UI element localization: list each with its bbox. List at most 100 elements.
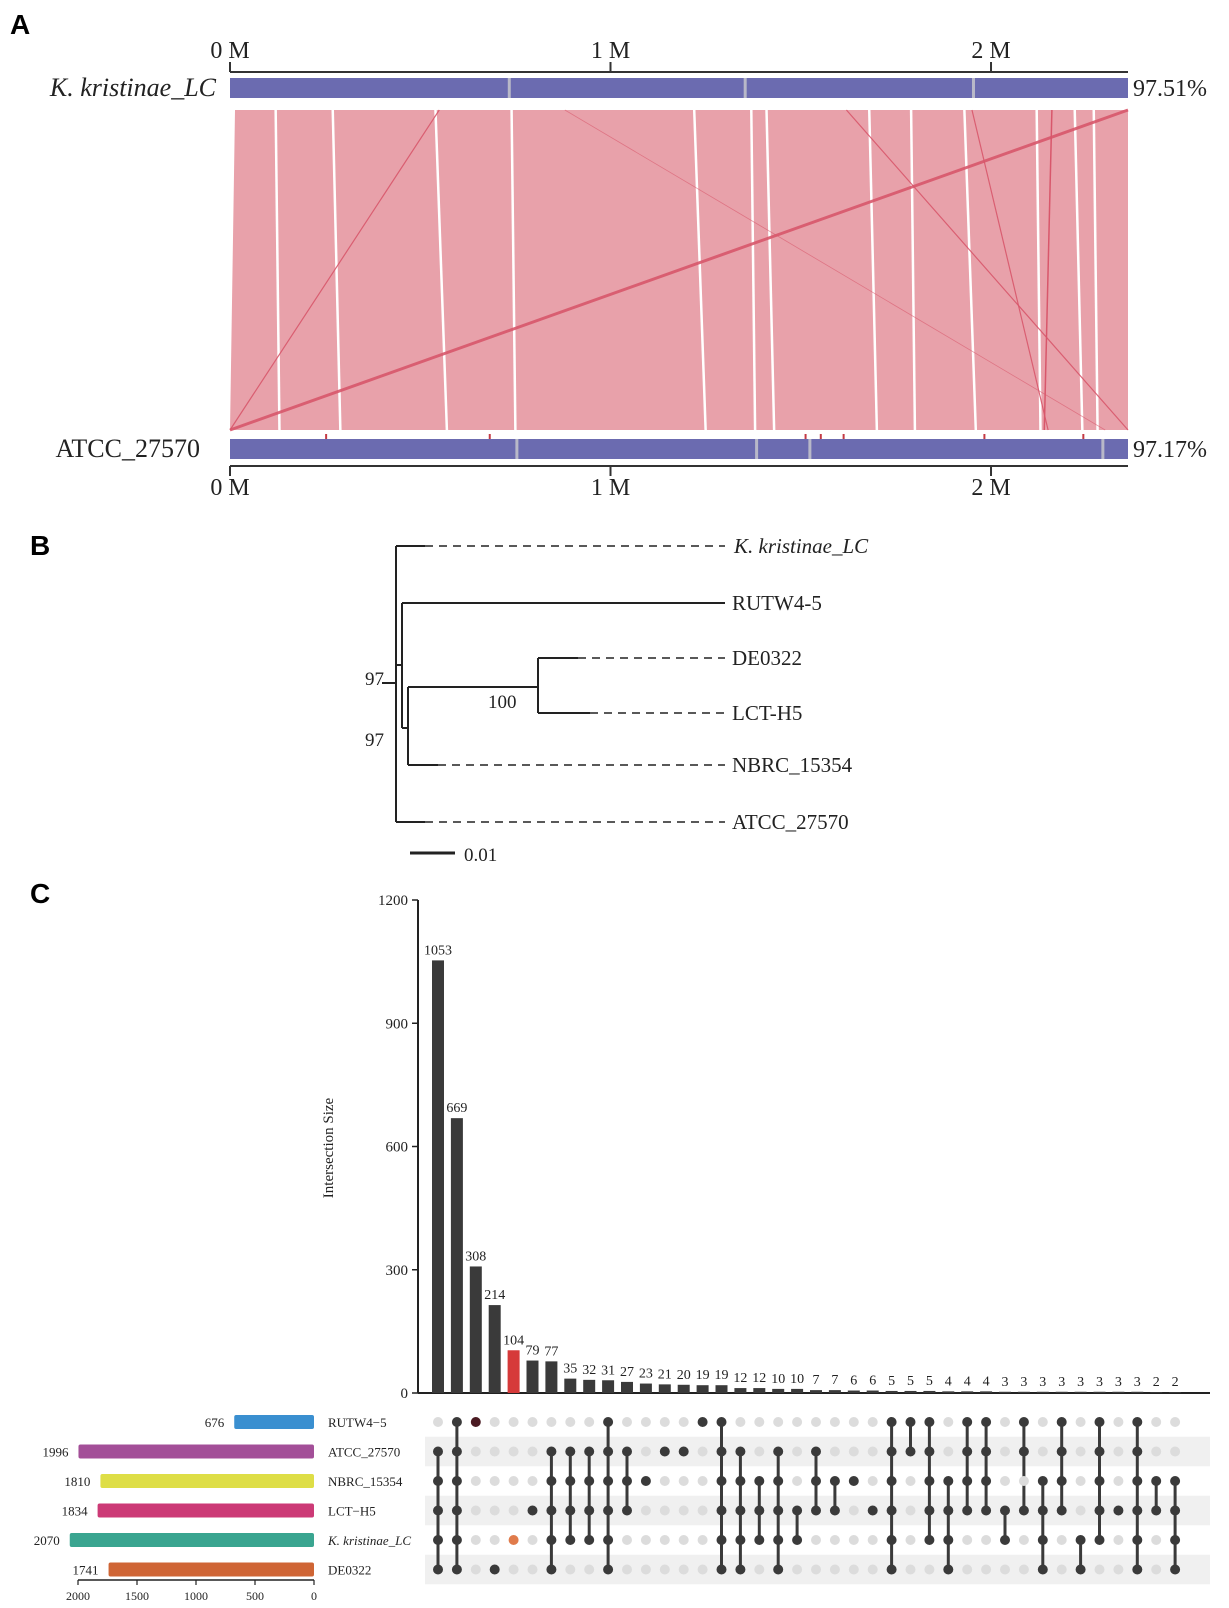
- matrix-dot-inactive: [678, 1564, 689, 1575]
- matrix-dot-active: [1094, 1505, 1105, 1516]
- intersection-bar: [639, 1383, 652, 1393]
- intersection-value-label: 3: [1096, 1375, 1103, 1390]
- matrix-dot-active: [886, 1476, 897, 1486]
- matrix-dot-inactive: [1151, 1417, 1162, 1427]
- matrix-dot-inactive: [640, 1505, 651, 1516]
- matrix-dot-active: [584, 1505, 595, 1516]
- matrix-dot-active: [716, 1417, 727, 1427]
- matrix-dot-active: [565, 1476, 576, 1486]
- matrix-dot-inactive: [697, 1564, 708, 1575]
- matrix-dot-inactive: [924, 1564, 935, 1575]
- matrix-dot-active: [433, 1535, 443, 1545]
- matrix-dot-active: [659, 1446, 670, 1457]
- alignment-gap: [909, 109, 917, 431]
- matrix-dot-active: [943, 1564, 954, 1575]
- matrix-dot-inactive: [829, 1564, 840, 1575]
- matrix-dot-active: [943, 1476, 954, 1486]
- matrix-dot-inactive: [697, 1446, 708, 1457]
- inversion-line: [229, 109, 440, 431]
- matrix-dot-inactive: [508, 1446, 519, 1457]
- matrix-dot-active: [1132, 1505, 1143, 1516]
- matrix-dot-active: [773, 1476, 784, 1486]
- matrix-dot-inactive: [867, 1535, 878, 1545]
- matrix-dot-active: [1018, 1505, 1029, 1516]
- inversion-line: [229, 108, 1129, 432]
- matrix-dot-inactive: [1113, 1564, 1124, 1575]
- matrix-dot-active: [546, 1476, 557, 1486]
- matrix-dot-active: [924, 1417, 935, 1427]
- matrix-dot-inactive: [773, 1417, 784, 1427]
- matrix-dot-active: [565, 1505, 576, 1516]
- matrix-dot-active: [716, 1505, 727, 1516]
- bottom-axis-ticks: 0 M 1 M 2 M: [210, 466, 1011, 501]
- matrix-dot-active: [1056, 1446, 1067, 1457]
- matrix-dot-inactive: [622, 1535, 632, 1545]
- intersection-bar: [677, 1384, 690, 1393]
- intersection-value-label: 5: [907, 1374, 914, 1389]
- matrix-dot-active: [735, 1564, 746, 1575]
- intersection-value-label: 32: [582, 1363, 596, 1378]
- intersection-bar: [828, 1390, 841, 1393]
- intersection-value-label: 79: [526, 1344, 540, 1359]
- matrix-dot-inactive: [811, 1417, 821, 1427]
- genome-gap-mark: [755, 439, 759, 459]
- intersection-value-label: 2: [1172, 1375, 1179, 1390]
- matrix-dot-active: [962, 1505, 973, 1516]
- matrix-dot-inactive: [962, 1564, 973, 1575]
- matrix-dot-active: [1094, 1417, 1105, 1427]
- panel-label-a: A: [10, 9, 30, 40]
- matrix-dot-inactive: [754, 1564, 765, 1575]
- genome-gaps: [325, 78, 1105, 459]
- intersection-value-label: 4: [964, 1374, 971, 1389]
- breakpoint-mark: [804, 434, 807, 439]
- intersection-value-label: 5: [888, 1374, 895, 1389]
- matrix-dot-active: [716, 1446, 727, 1457]
- matrix-dot-active: [622, 1476, 632, 1486]
- matrix-dot-inactive: [659, 1417, 670, 1427]
- set-name-label: NBRC_15354: [328, 1474, 403, 1489]
- matrix-dot-inactive: [640, 1564, 651, 1575]
- breakpoint-mark: [1082, 434, 1085, 439]
- matrix-dot-inactive: [1113, 1446, 1124, 1457]
- matrix-dot-active: [905, 1446, 916, 1457]
- matrix-dot-active: [716, 1476, 727, 1486]
- matrix-dot-active: [1170, 1535, 1181, 1545]
- matrix-dot-active: [811, 1446, 821, 1457]
- matrix-dot-inactive: [697, 1476, 708, 1486]
- matrix-dot-inactive: [848, 1535, 859, 1545]
- bootstrap-value: 97: [365, 669, 384, 690]
- breakpoint-mark: [819, 434, 822, 439]
- matrix-dot-active: [962, 1476, 973, 1486]
- set-size-bar: [78, 1444, 314, 1459]
- bottom-genome-bar: [230, 439, 1128, 459]
- set-size-tick-label: 1000: [184, 1589, 208, 1603]
- matrix-dot-inactive: [1056, 1535, 1067, 1545]
- matrix-dot-inactive: [1170, 1446, 1181, 1457]
- matrix-dot-active: [1037, 1535, 1048, 1545]
- matrix-dot-inactive: [829, 1417, 840, 1427]
- matrix-dot-active: [735, 1535, 746, 1545]
- breakpoint-mark: [983, 434, 986, 439]
- alignment-gap: [1092, 109, 1099, 431]
- set-size-bar: [69, 1533, 315, 1547]
- matrix-dot-inactive: [527, 1535, 538, 1545]
- intersection-bar: [866, 1390, 879, 1393]
- intersection-bar: [923, 1390, 936, 1393]
- scale-bar-label: 0.01: [464, 845, 497, 866]
- matrix-dot-active: [451, 1505, 462, 1516]
- inversion-line: [564, 109, 1106, 431]
- matrix-dot-active: [1094, 1446, 1105, 1457]
- intersection-value-label: 5: [926, 1374, 933, 1389]
- matrix-dot-active: [433, 1446, 443, 1457]
- bootstrap-value: 100: [488, 692, 517, 713]
- matrix-dot-inactive: [792, 1564, 803, 1575]
- matrix-dot-active: [451, 1564, 462, 1575]
- intersection-bar: [1036, 1391, 1049, 1393]
- matrix-dot-inactive: [584, 1564, 595, 1575]
- matrix-dot-active: [1018, 1417, 1029, 1427]
- matrix-dot-inactive: [697, 1505, 708, 1516]
- matrix-dot-inactive: [640, 1417, 651, 1427]
- y-axis-ticks: 0 300 600 900 1200: [378, 893, 418, 1402]
- matrix-dot-inactive: [622, 1417, 632, 1427]
